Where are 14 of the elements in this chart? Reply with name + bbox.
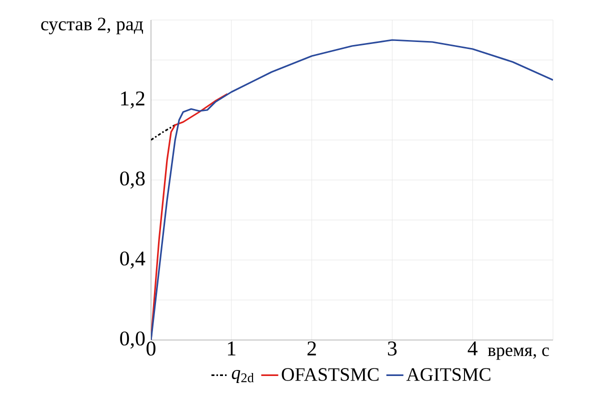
y-tick-label: 0,8 (120, 171, 145, 189)
legend-label: OFASTSMC (282, 368, 379, 381)
y-tick-label: 0,0 (120, 331, 145, 349)
y-tick-label: 1,2 (121, 91, 144, 109)
x-tick-label: 2 (307, 342, 316, 356)
y-tick-label: 0,4 (120, 251, 146, 269)
x-tick-label: 0 (146, 342, 156, 356)
x-tick-label: 3 (388, 342, 397, 356)
x-axis-title: время, с (488, 348, 549, 360)
x-tick-label: 1 (228, 342, 236, 356)
legend-label: q$_{2d}$ (232, 370, 254, 383)
legend-label: AGITSMC (406, 368, 490, 381)
y-axis-title: сустав 2, рад (41, 18, 144, 34)
x-tick-label: 4 (468, 342, 478, 356)
